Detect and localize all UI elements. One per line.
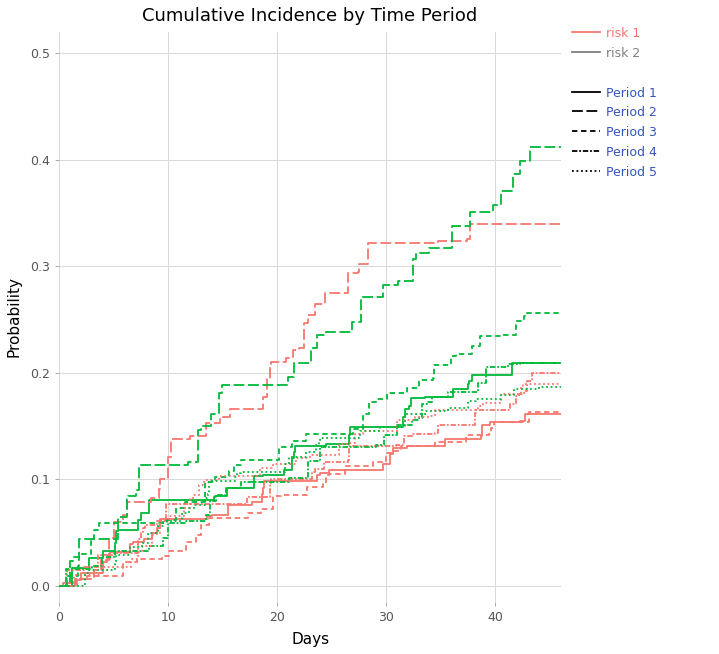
Y-axis label: Probability: Probability xyxy=(7,277,22,357)
Legend: risk 1, risk 2, , Period 1, Period 2, Period 3, Period 4, Period 5: risk 1, risk 2, , Period 1, Period 2, Pe… xyxy=(572,27,657,179)
X-axis label: Days: Days xyxy=(291,632,329,647)
Title: Cumulative Incidence by Time Period: Cumulative Incidence by Time Period xyxy=(142,7,477,25)
